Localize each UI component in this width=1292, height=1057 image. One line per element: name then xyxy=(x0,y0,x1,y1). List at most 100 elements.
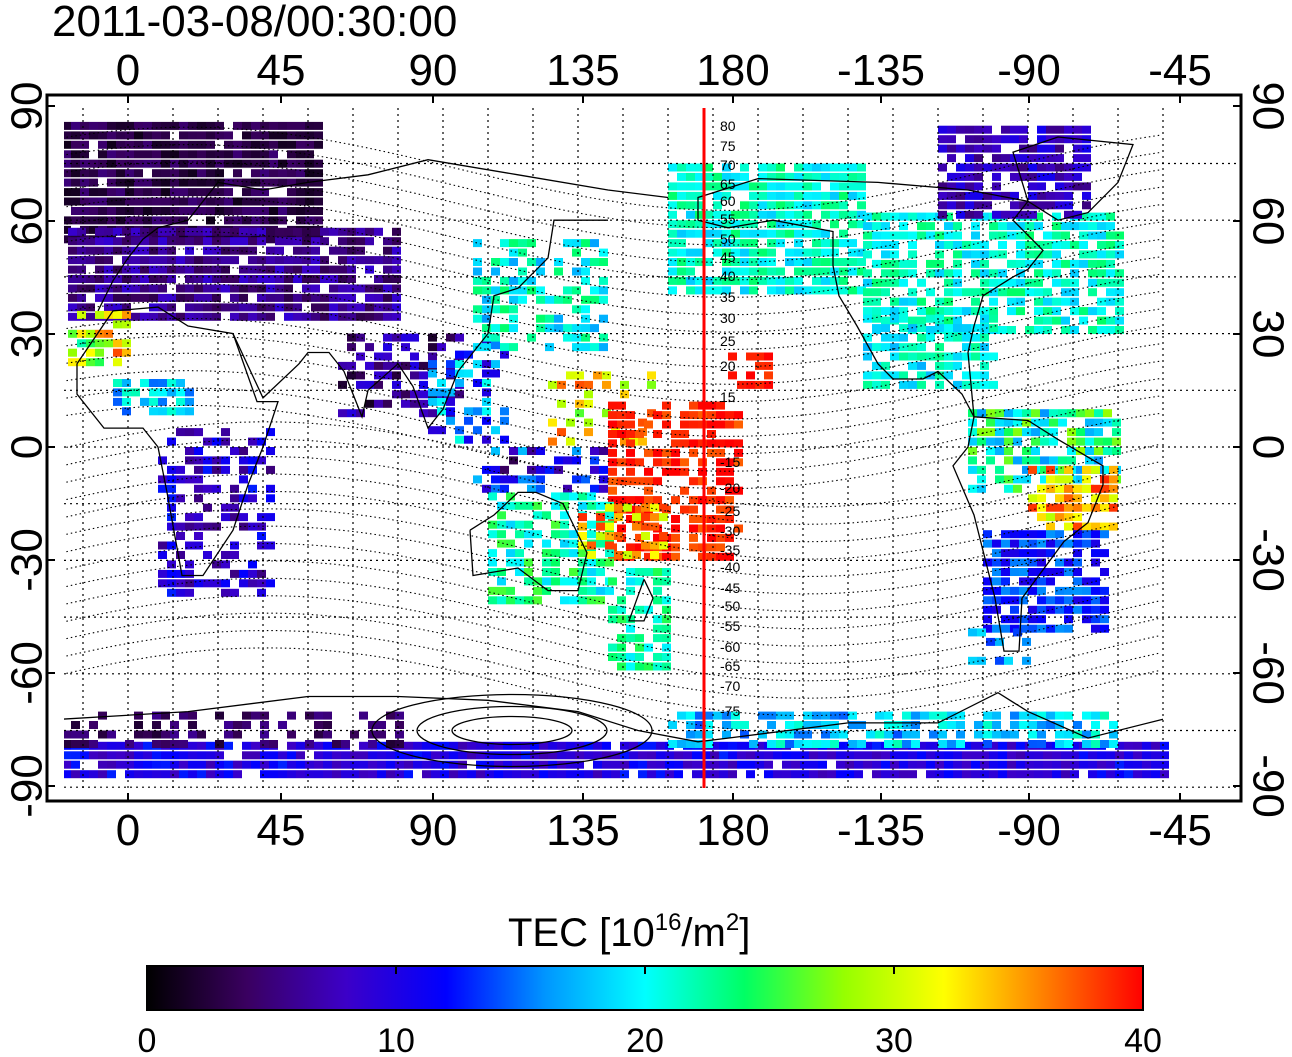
tec-cell xyxy=(446,416,455,425)
tec-cell xyxy=(776,163,785,172)
tec-cell xyxy=(872,212,881,221)
tec-cell xyxy=(221,237,230,246)
tec-cell xyxy=(239,579,248,588)
tec-cell xyxy=(248,312,257,321)
tec-cell xyxy=(686,730,695,739)
tec-cell xyxy=(1025,241,1034,249)
tec-cell xyxy=(1106,241,1115,249)
tec-cell xyxy=(464,416,473,425)
tec-cell xyxy=(392,246,401,255)
tec-cell xyxy=(677,239,686,248)
tec-cell xyxy=(113,358,122,367)
tec-cell xyxy=(359,711,368,720)
magnetic-contour xyxy=(64,560,1161,647)
tec-cell xyxy=(365,312,374,321)
tec-cell xyxy=(686,711,695,720)
tec-cell xyxy=(740,210,749,219)
tec-cell xyxy=(260,131,269,140)
tec-cell xyxy=(971,231,980,240)
colorbar: TEC [1016/m2] 0 10 20 30 40 xyxy=(138,909,1162,1057)
tec-cell xyxy=(212,303,221,312)
tec-cell xyxy=(611,770,620,779)
tec-cell xyxy=(926,269,935,278)
tec-cell xyxy=(647,770,656,779)
tec-cell xyxy=(230,494,239,503)
tec-cell xyxy=(890,352,899,361)
tec-cell xyxy=(161,178,170,187)
tec-cell xyxy=(1085,447,1094,455)
tec-cell xyxy=(80,207,89,215)
tec-cell xyxy=(257,265,266,274)
tec-cell xyxy=(161,216,170,225)
tec-cell xyxy=(662,411,671,420)
tec-cell xyxy=(86,256,95,265)
tec-cell xyxy=(167,379,176,387)
tec-cell xyxy=(557,741,566,750)
magnetic-contour xyxy=(64,612,1161,699)
tec-cell xyxy=(131,237,140,246)
tec-cell xyxy=(257,579,266,588)
tec-cell xyxy=(1064,135,1073,144)
tec-cell xyxy=(749,286,758,295)
tec-cell xyxy=(392,390,401,399)
tec-cell xyxy=(1073,605,1082,614)
tec-cell xyxy=(983,125,992,134)
tec-cell xyxy=(956,125,965,134)
tec-cell xyxy=(113,246,122,255)
tec-cell xyxy=(725,505,734,514)
tec-cell xyxy=(266,293,275,302)
tec-cell xyxy=(524,568,533,576)
tec-cell xyxy=(458,770,467,779)
tec-cell xyxy=(230,293,239,302)
tec-cell xyxy=(197,131,206,140)
tec-cell xyxy=(1016,288,1025,297)
tec-cell xyxy=(329,246,338,255)
tec-cell xyxy=(605,511,614,520)
tec-cell xyxy=(1025,760,1034,769)
tec-cell xyxy=(1067,428,1076,437)
tec-cell xyxy=(839,201,848,210)
tec-cell xyxy=(668,229,677,238)
longitude-label: -135 xyxy=(837,46,925,95)
tec-cell xyxy=(1004,409,1013,418)
tec-cell xyxy=(64,121,71,130)
tec-cell xyxy=(158,541,167,550)
tec-cell xyxy=(482,276,491,285)
tec-cell xyxy=(1049,409,1058,418)
tec-cell xyxy=(872,371,881,380)
tec-cell xyxy=(1028,494,1037,503)
tec-cell xyxy=(116,751,125,760)
tec-cell xyxy=(794,220,803,229)
tec-cell xyxy=(1070,326,1079,334)
tec-cell xyxy=(563,286,572,295)
tec-cell xyxy=(1022,637,1031,646)
tec-cell xyxy=(329,293,338,302)
tec-cell xyxy=(608,430,617,438)
tec-cell xyxy=(839,239,848,248)
tec-cell xyxy=(275,293,284,302)
tec-cell xyxy=(911,730,920,739)
tec-cell xyxy=(1061,241,1070,249)
tec-cell xyxy=(956,740,965,748)
tec-cell xyxy=(197,730,206,739)
tec-cell xyxy=(662,568,671,576)
tec-cell xyxy=(980,212,989,221)
tec-cell xyxy=(212,237,221,246)
tec-cell xyxy=(1037,144,1046,153)
latitude-label: 0 xyxy=(3,435,52,459)
tec-cell xyxy=(1034,326,1043,334)
tec-cell xyxy=(248,246,257,255)
tec-cell xyxy=(920,711,929,720)
tec-cell xyxy=(830,201,839,210)
tec-cell xyxy=(140,284,149,293)
tec-cell xyxy=(143,197,152,206)
contour-labels: 8075706560555045403530252015-15-20-25-30… xyxy=(720,118,740,719)
longitude-label: -45 xyxy=(1148,806,1212,855)
tec-cell xyxy=(692,760,701,769)
tec-cell xyxy=(704,721,713,729)
tec-cell xyxy=(224,207,233,215)
tec-cell xyxy=(1100,605,1109,614)
tec-cell xyxy=(767,239,776,248)
tec-cell xyxy=(257,284,266,293)
tec-cell xyxy=(125,159,134,168)
